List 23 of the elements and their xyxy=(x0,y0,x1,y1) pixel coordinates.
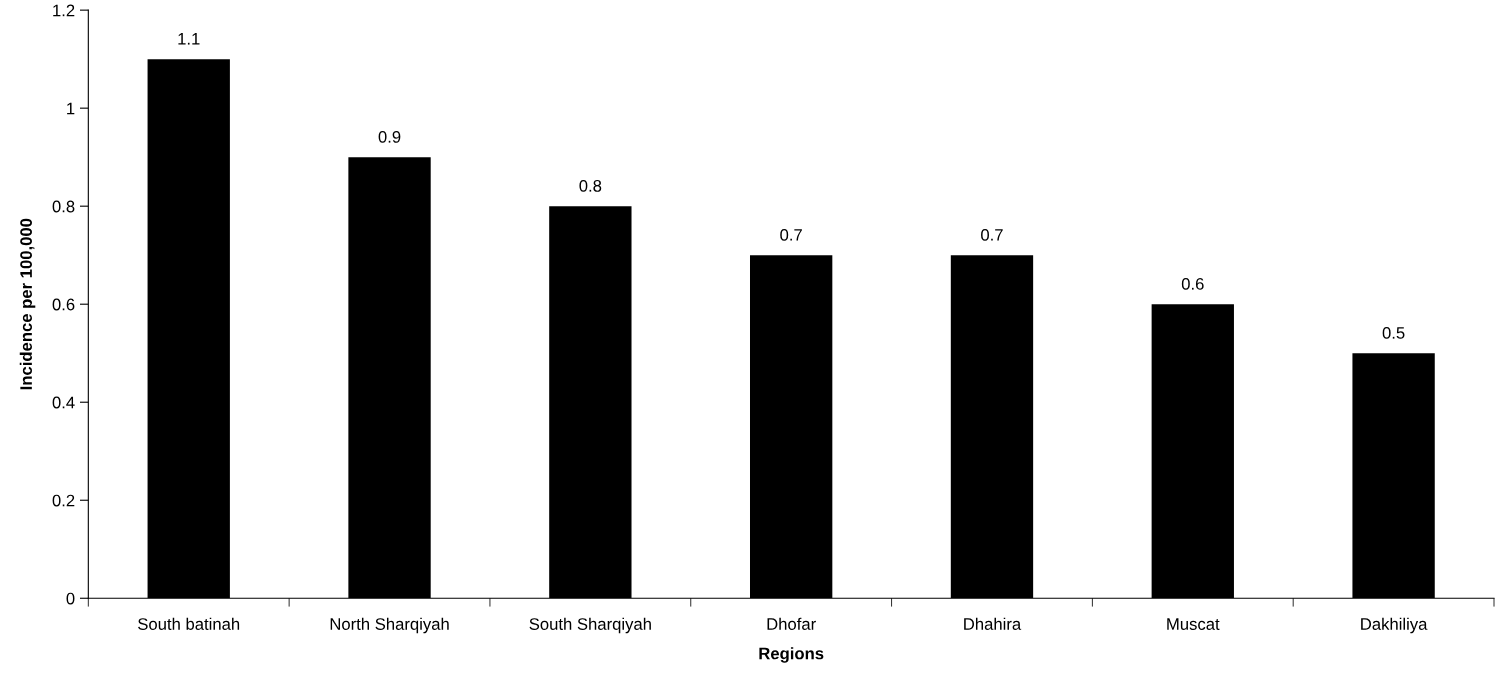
y-tick-label: 1 xyxy=(67,102,75,115)
y-axis-title: Incidence per 100,000 xyxy=(19,218,36,390)
y-tick-label: 0.6 xyxy=(52,298,75,311)
x-tick-label: South Sharqiyah xyxy=(529,617,651,634)
x-tick-label: Dakhiliya xyxy=(1361,617,1428,634)
x-tick-label: Muscat xyxy=(1167,618,1220,630)
data-label: 0.9 xyxy=(378,130,401,143)
y-tick-label: 0.2 xyxy=(52,494,75,507)
data-label: 0.5 xyxy=(1382,327,1405,339)
data-label: 0.6 xyxy=(1181,277,1204,290)
x-axis-title: Regions xyxy=(759,647,824,663)
data-label: 1.1 xyxy=(178,33,200,45)
x-tick-label: North Sharqiyah xyxy=(330,617,449,634)
x-tick-label: Dhahira xyxy=(964,617,1022,630)
data-label: 0.8 xyxy=(579,179,602,192)
data-label: 0.7 xyxy=(780,228,802,241)
x-tick-label: Dhofar xyxy=(767,617,816,630)
y-tick-label: 0.4 xyxy=(52,396,75,409)
x-tick-label: South batinah xyxy=(138,617,240,630)
y-tick-label: 0.8 xyxy=(52,200,75,213)
y-tick-label: 1.2 xyxy=(53,4,75,17)
y-tick-label: 0 xyxy=(66,592,75,605)
data-label: 0.7 xyxy=(981,228,1003,241)
